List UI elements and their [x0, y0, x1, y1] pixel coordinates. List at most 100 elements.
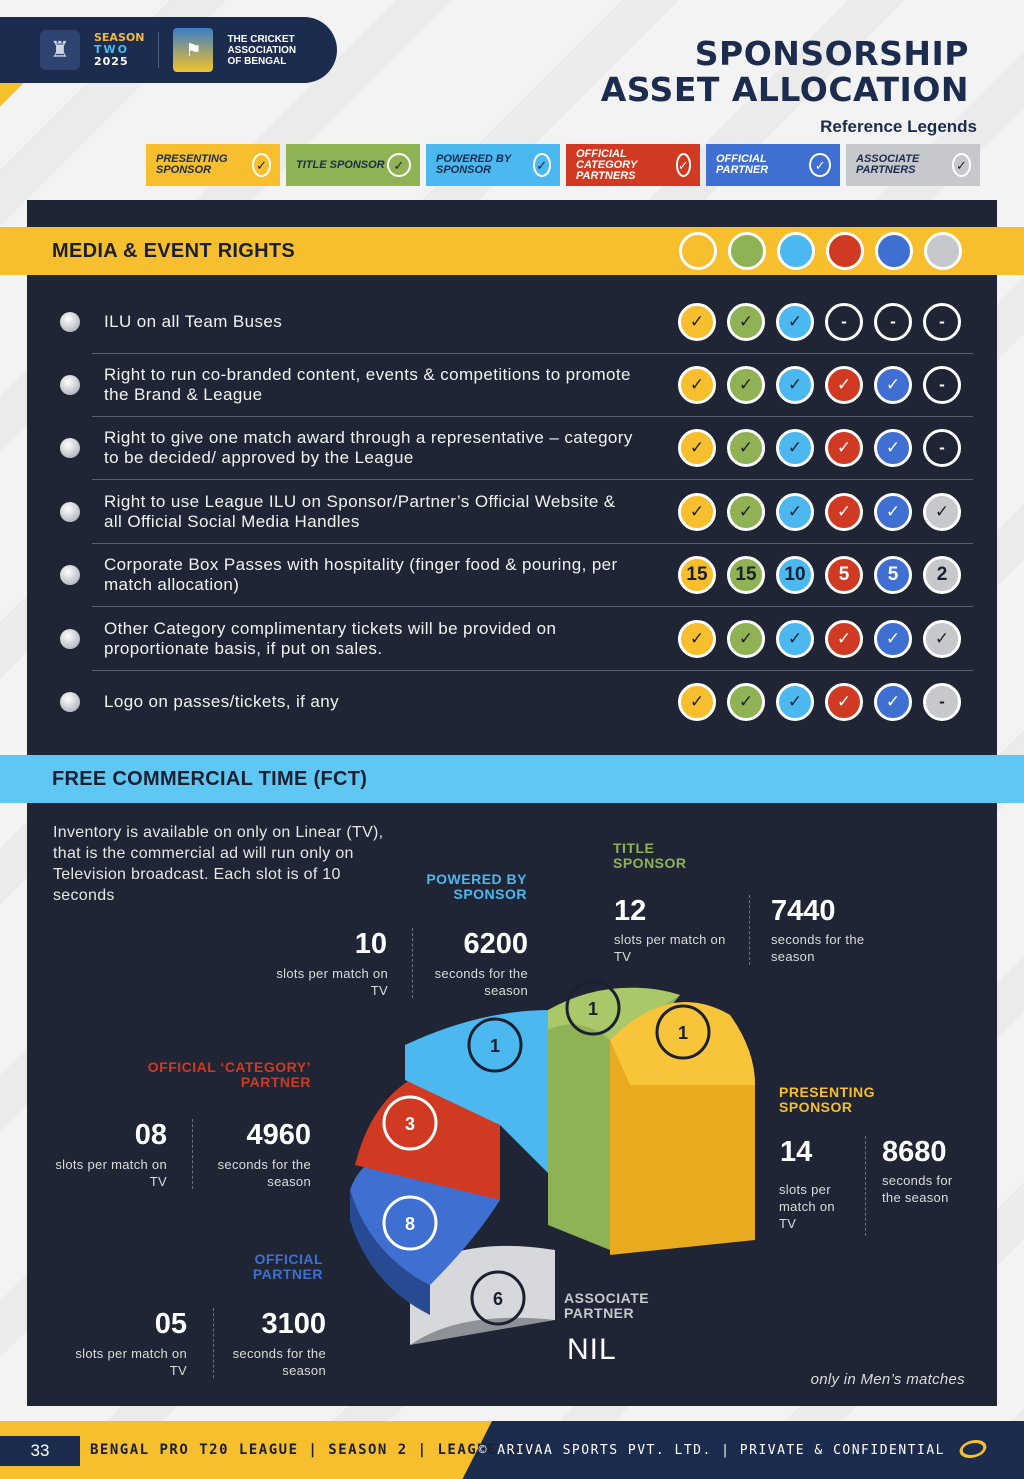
presenting-seconds-label: seconds for the season [882, 1173, 953, 1205]
check-icon: ✓ [776, 428, 814, 467]
tier-marks: ✓ ✓ ✓ ✓ ✓ - [678, 682, 961, 721]
divider [412, 928, 413, 998]
powered-slots-label: slots per match on TV [276, 966, 388, 998]
cricket-ball-icon [60, 311, 80, 332]
legend-item: PRESENTING SPONSOR ✓ [146, 144, 280, 186]
dash-icon: - [923, 302, 961, 341]
check-icon: ✓ [252, 153, 271, 177]
official-slots-label: slots per match on TV [75, 1346, 187, 1378]
pie-slice-title [548, 987, 680, 1250]
pie-top-title [548, 987, 680, 1040]
media-rights-heading: MEDIA & EVENT RIGHTS [52, 239, 296, 262]
check-icon: ✓ [678, 682, 716, 721]
tier-marks: 15 15 10 5 5 2 [678, 555, 961, 594]
check-icon: ✓ [727, 365, 765, 404]
row-divider [92, 543, 973, 544]
media-rights-row: Right to run co-branded content, events … [60, 353, 972, 416]
footer-league-text: BENGAL PRO T20 LEAGUE | SEASON 2 | LEAGU… [90, 1442, 547, 1458]
pie-slice-associate [410, 1245, 555, 1345]
legend-label: ASSOCIATE PARTNERS [856, 153, 920, 176]
presenting-slots-label: slots per match on TV [779, 1182, 835, 1231]
tier-circle [777, 232, 815, 270]
check-icon: ✓ [825, 682, 863, 721]
media-rights-text: Right to use League ILU on Sponsor/Partn… [104, 491, 616, 531]
category-partner-label: OFFICIAL ‘CATEGORY’ PARTNER [147, 1059, 311, 1090]
check-icon: ✓ [825, 619, 863, 658]
tier-marks: ✓ ✓ ✓ ✓ ✓ ✓ [678, 492, 961, 531]
check-icon: ✓ [825, 428, 863, 467]
corner-accent [0, 83, 24, 107]
official-slots: 05 [154, 1308, 187, 1340]
divider [192, 1119, 193, 1189]
divider [865, 1136, 866, 1236]
pass-count: 5 [874, 555, 912, 594]
check-icon: ✓ [678, 365, 716, 404]
pass-count: 5 [825, 555, 863, 594]
check-icon: ✓ [678, 302, 716, 341]
check-icon: ✓ [874, 619, 912, 658]
row-divider [92, 416, 973, 417]
media-rights-row: Right to use League ILU on Sponsor/Partn… [60, 480, 972, 543]
check-icon: ✓ [678, 428, 716, 467]
pass-count: 15 [678, 555, 716, 594]
check-icon: ✓ [923, 619, 961, 658]
cricket-ball-icon [60, 564, 80, 585]
pie-label-ring [467, 1017, 523, 1073]
pie-slice-powered [405, 1010, 550, 1175]
check-icon: ✓ [727, 428, 765, 467]
cricket-ball-icon [60, 374, 80, 395]
legend-item: OFFICIAL PARTNER ✓ [706, 144, 840, 186]
title-line: SPONSORSHIP [694, 34, 969, 73]
fct-heading: FREE COMMERCIAL TIME (FCT) [52, 767, 368, 790]
pass-count: 15 [727, 555, 765, 594]
check-icon: ✓ [675, 153, 691, 177]
media-rights-row: Other Category complimentary tickets wil… [60, 607, 972, 670]
pie-top-presenting [610, 1002, 755, 1085]
cab-crest-icon: ⚑ [173, 28, 214, 72]
media-rights-text: Other Category complimentary tickets wil… [104, 618, 557, 658]
league-logo-icon: ♜ [40, 30, 80, 70]
check-icon: ✓ [727, 682, 765, 721]
check-icon: ✓ [809, 153, 831, 177]
pie-label-ring [382, 1095, 438, 1151]
category-slots-label: slots per match on TV [55, 1157, 167, 1189]
category-seconds: 4960 [246, 1119, 311, 1151]
row-divider [92, 479, 973, 480]
media-rights-row: Right to give one match award through a … [60, 416, 972, 479]
media-rights-row: Corporate Box Passes with hospitality (f… [60, 543, 972, 606]
pass-count: 10 [776, 555, 814, 594]
official-seconds-label: seconds for the season [232, 1346, 326, 1378]
pie-label-official: 8 [405, 1214, 415, 1234]
row-divider [92, 606, 973, 607]
media-rights-text: Right to run co-branded content, events … [104, 364, 631, 404]
tier-marks: ✓ ✓ ✓ - - - [678, 302, 961, 341]
media-rights-band: MEDIA & EVENT RIGHTS [0, 227, 1024, 275]
legend-item: OFFICIAL CATEGORY PARTNERS ✓ [566, 144, 700, 186]
check-icon: ✓ [776, 492, 814, 531]
cricket-ball-icon [60, 691, 80, 712]
legend-item: ASSOCIATE PARTNERS ✓ [846, 144, 980, 186]
association-line: OF BENGAL [227, 55, 287, 67]
legend-list: PRESENTING SPONSOR ✓ TITLE SPONSOR ✓ POWERED… [146, 144, 980, 186]
season-year: 2025 [94, 55, 129, 68]
row-divider [92, 670, 973, 671]
presenting-seconds: 8680 [882, 1136, 947, 1168]
pie-label-powered: 1 [490, 1036, 500, 1056]
page-title: SPONSORSHIP ASSET ALLOCATION [601, 36, 969, 108]
dash-icon: - [874, 302, 912, 341]
powered-sponsor-label: POWERED BY SPONSOR [426, 871, 527, 902]
category-slots: 08 [134, 1119, 167, 1151]
tier-circle [924, 232, 962, 270]
check-icon: ✓ [874, 492, 912, 531]
footer-copyright: © ARIVAA SPORTS PVT. LTD. | PRIVATE & CO… [478, 1443, 945, 1458]
cricket-ball-icon [60, 437, 80, 458]
title-line: ASSET ALLOCATION [600, 70, 969, 109]
footnote: only in Men’s matches [810, 1371, 965, 1388]
brand-header: ♜ SEASON TWO 2025 ⚑ THE CRICKET ASSOCIAT… [0, 17, 337, 83]
dash-icon: - [923, 428, 961, 467]
pie-label-ring [470, 1270, 526, 1326]
media-rights-row: Logo on passes/tickets, if any ✓ ✓ ✓ ✓ ✓ - [60, 670, 972, 733]
check-icon: ✓ [776, 302, 814, 341]
fct-band: FREE COMMERCIAL TIME (FCT) [0, 755, 1024, 803]
check-icon: ✓ [776, 365, 814, 404]
